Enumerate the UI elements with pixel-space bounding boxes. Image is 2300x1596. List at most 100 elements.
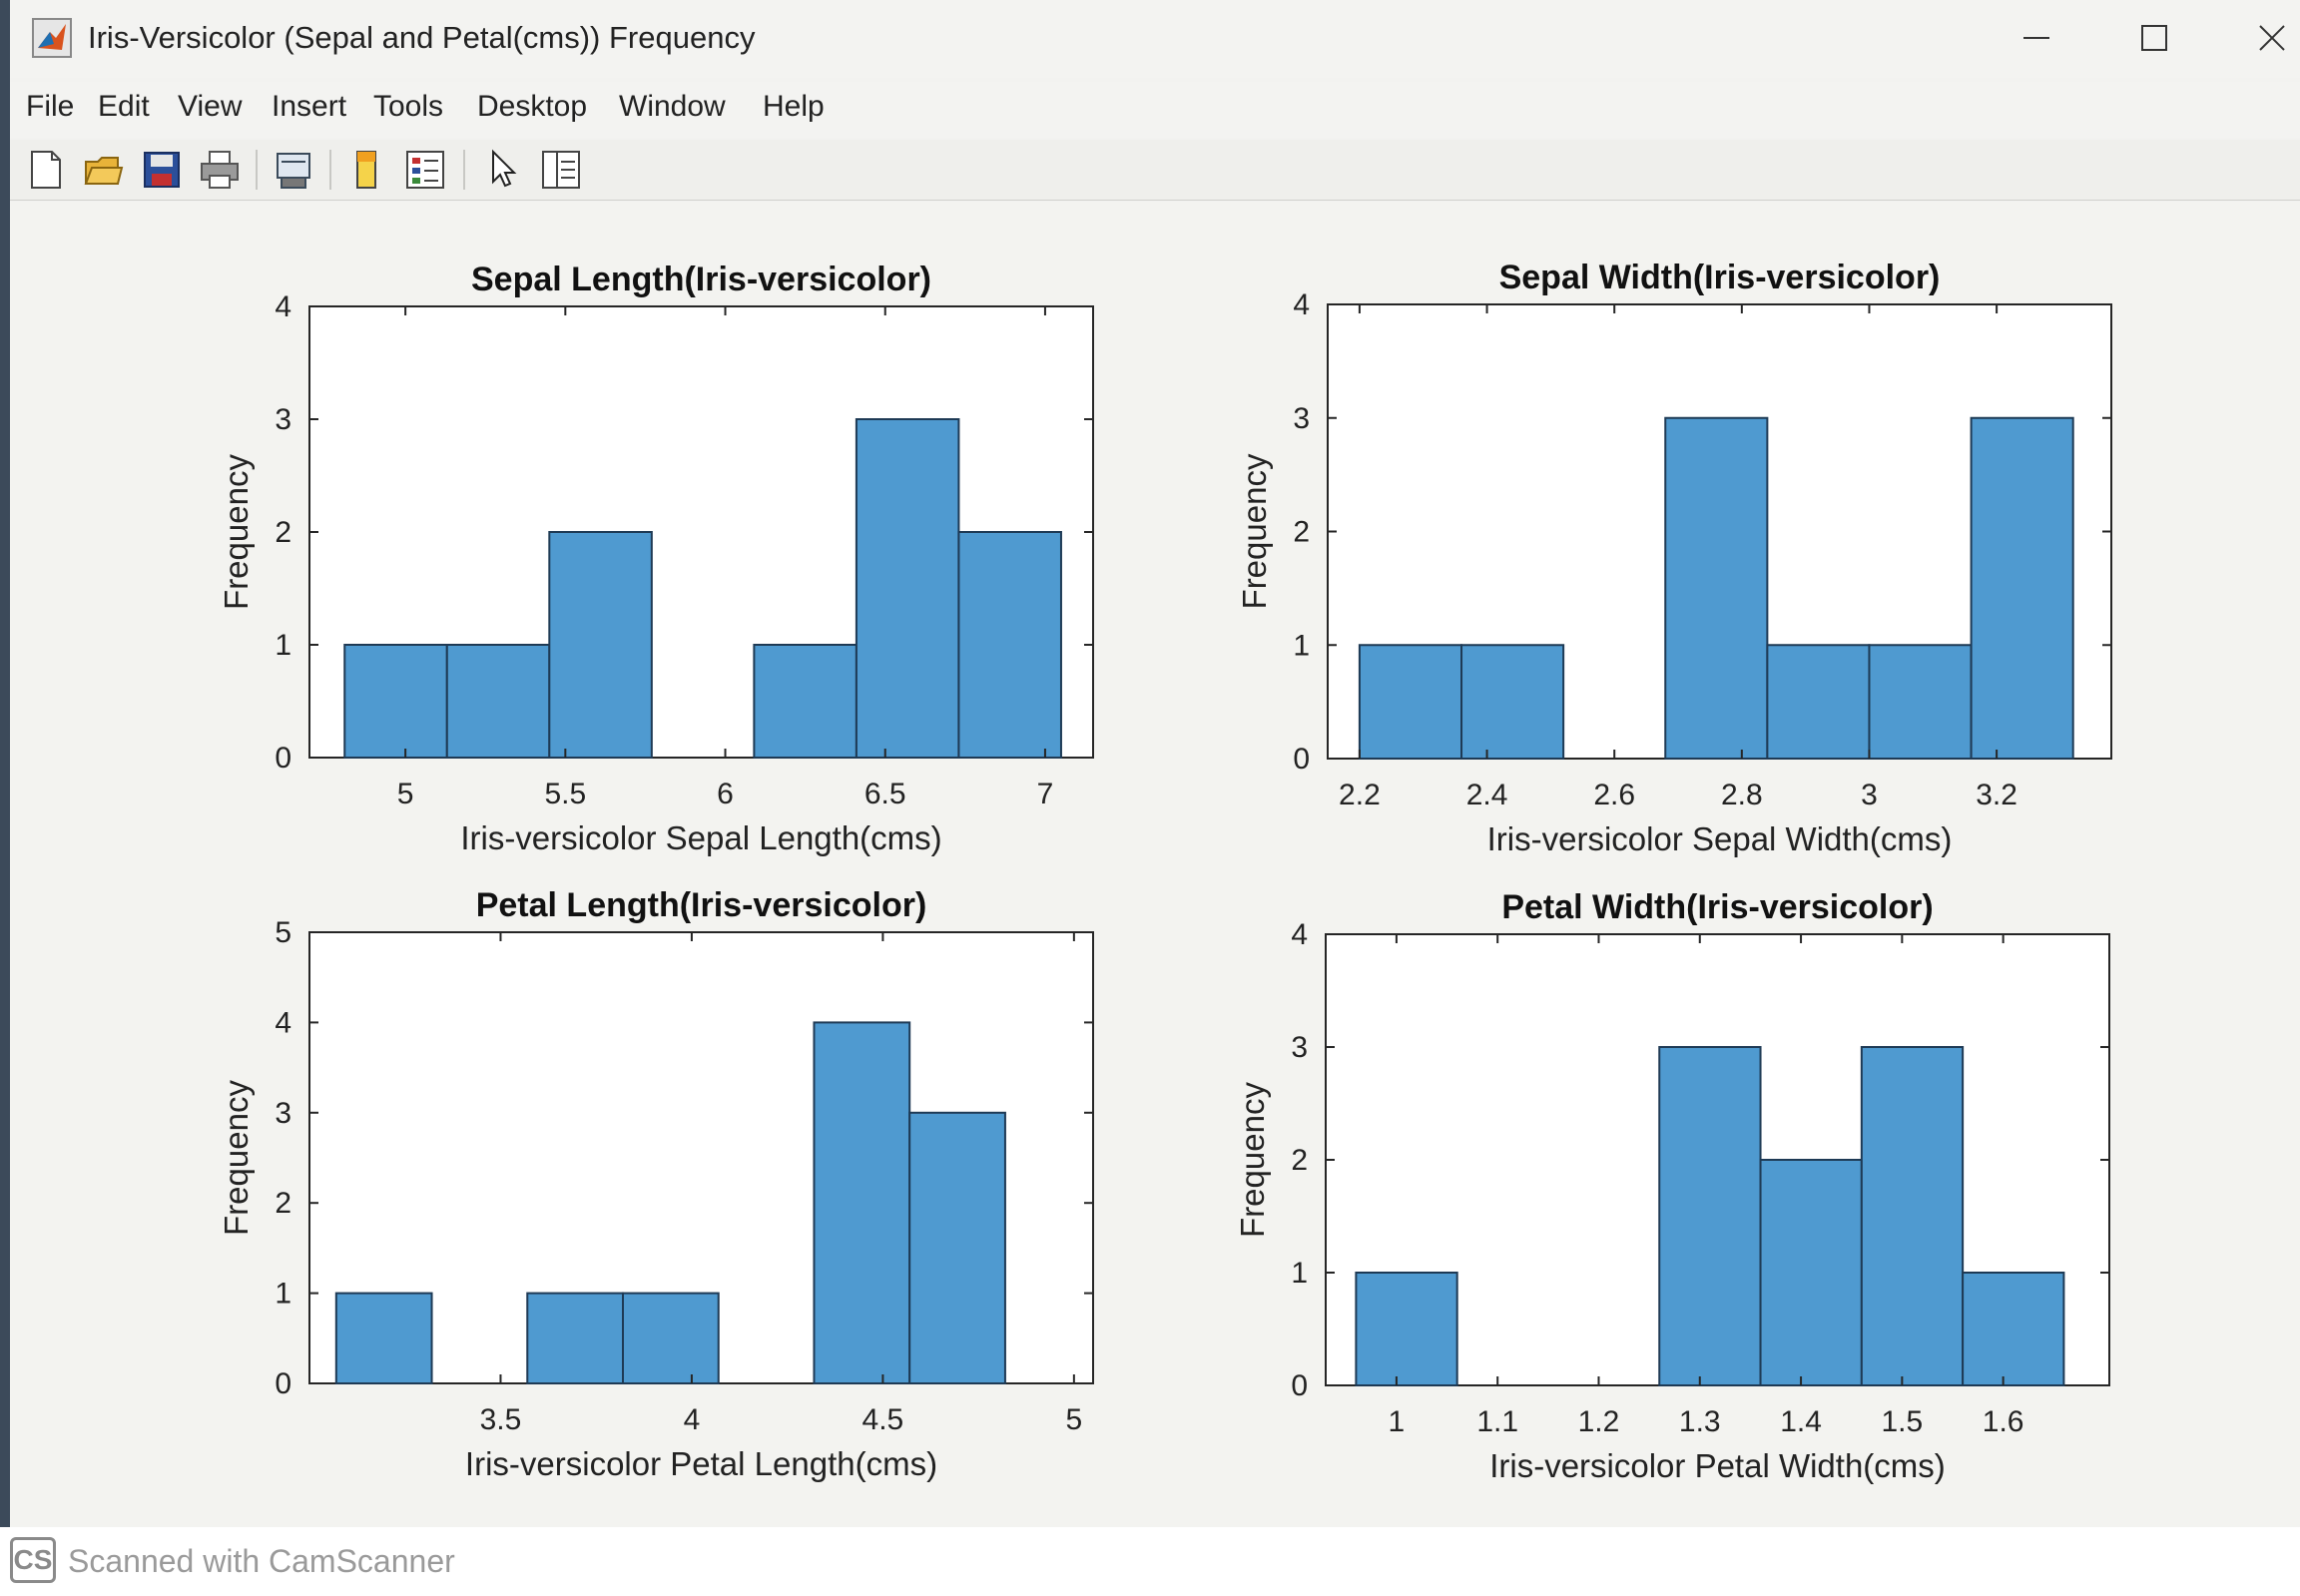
- x-axis-label: Iris-versicolor Sepal Length(cms): [460, 819, 941, 856]
- histogram-bar: [445, 644, 551, 759]
- x-tick-label: 3.5: [480, 1403, 522, 1436]
- colorbar-icon[interactable]: [345, 148, 389, 192]
- figure-canvas: 5 5.5 6 6.5 7 0 1 2 3 4 Sepal Length(Iris-versicol…: [10, 202, 2300, 1527]
- x-tick-label: 4: [684, 1403, 701, 1436]
- x-tick-label: 5.5: [544, 778, 586, 810]
- minimize-button[interactable]: [2007, 12, 2066, 64]
- y-tick-label: 3: [1291, 1031, 1308, 1064]
- y-tick-label: 4: [1293, 288, 1310, 321]
- menu-tools[interactable]: Tools: [373, 90, 444, 123]
- toolbar-separator: [463, 150, 465, 190]
- y-tick-label: 1: [275, 629, 291, 662]
- menu-desktop[interactable]: Desktop: [477, 90, 588, 123]
- print-preview-icon[interactable]: [272, 148, 315, 192]
- minimize-icon: [2023, 37, 2049, 39]
- histogram-bar: [1970, 416, 2074, 760]
- property-editor-icon[interactable]: [539, 148, 583, 192]
- x-tick-label: 1.6: [1983, 1405, 2024, 1438]
- x-tick-label: 1.4: [1780, 1405, 1822, 1438]
- x-tick-label: 6.5: [864, 778, 906, 810]
- scanner-footer: CS Scanned with CamScanner: [0, 1527, 2300, 1596]
- x-tick-label: 7: [1037, 778, 1054, 810]
- x-tick-label: 1.5: [1881, 1405, 1923, 1438]
- y-tick-label: 0: [1293, 743, 1310, 776]
- x-tick-label: 5: [1066, 1403, 1083, 1436]
- menu-edit[interactable]: Edit: [98, 90, 150, 123]
- histogram-bar: [1868, 644, 1973, 760]
- x-axis-label: Iris-versicolor Petal Width(cms): [1489, 1447, 1946, 1484]
- toolbar-separator: [329, 150, 331, 190]
- y-tick-label: 1: [1291, 1257, 1308, 1290]
- histogram-bar: [1658, 1046, 1762, 1386]
- histogram-bar: [1460, 644, 1565, 760]
- maximize-icon: [2141, 25, 2167, 51]
- histogram-bar: [1358, 644, 1463, 760]
- x-tick-label: 3: [1861, 779, 1878, 811]
- x-tick-label: 2.2: [1339, 779, 1381, 811]
- toolbar-separator: [256, 150, 258, 190]
- y-tick-label: 1: [275, 1278, 291, 1311]
- x-tick-label: 3.2: [1976, 779, 2017, 811]
- histogram-bar: [526, 1292, 625, 1384]
- menu-window[interactable]: Window: [619, 90, 726, 123]
- histogram-bar: [1664, 416, 1769, 760]
- histogram-bar: [548, 531, 653, 759]
- x-tick-label: 2.8: [1721, 779, 1763, 811]
- save-icon[interactable]: [140, 148, 184, 192]
- histogram-bar: [1860, 1046, 1965, 1386]
- menu-help[interactable]: Help: [763, 90, 825, 123]
- histogram-bar: [813, 1021, 911, 1385]
- y-tick-label: 4: [275, 290, 291, 323]
- pointer-icon[interactable]: [481, 148, 525, 192]
- x-tick-label: 1: [1389, 1405, 1406, 1438]
- maximize-button[interactable]: [2124, 12, 2184, 64]
- legend-icon[interactable]: [403, 148, 447, 192]
- histogram-bar: [622, 1292, 720, 1384]
- title-bar: Iris-Versicolor (Sepal and Petal(cms)) F…: [10, 0, 2300, 78]
- y-axis-label: Frequency: [1236, 453, 1273, 609]
- chart-title: Petal Width(Iris-versicolor): [1501, 888, 1933, 926]
- x-tick-label: 1.3: [1679, 1405, 1721, 1438]
- menu-bar: File Edit View Insert Tools Desktop Wind…: [10, 82, 2300, 138]
- chart-title: Petal Length(Iris-versicolor): [476, 886, 927, 924]
- histogram-grid: 5 5.5 6 6.5 7 0 1 2 3 4 Sepal Length(Iris-versicol…: [218, 259, 2112, 1484]
- y-axis-label: Frequency: [1234, 1082, 1271, 1238]
- y-tick-label: 2: [1291, 1144, 1308, 1177]
- menu-insert[interactable]: Insert: [272, 90, 347, 123]
- y-tick-label: 4: [1291, 918, 1308, 951]
- y-tick-label: 4: [275, 1006, 291, 1039]
- histogram-bar: [753, 644, 858, 759]
- histogram-bar: [1766, 644, 1871, 760]
- y-axis-label: Frequency: [218, 454, 255, 610]
- histogram-bar: [908, 1111, 1006, 1384]
- histogram-bar: [343, 644, 448, 759]
- camscanner-logo: CS: [10, 1537, 56, 1583]
- new-figure-icon[interactable]: [24, 148, 68, 192]
- y-tick-label: 3: [1293, 402, 1310, 435]
- toolbar: [10, 140, 2300, 201]
- x-tick-label: 2.6: [1593, 779, 1635, 811]
- menu-file[interactable]: File: [26, 90, 75, 123]
- y-tick-label: 0: [1291, 1369, 1308, 1402]
- x-tick-label: 4.5: [862, 1403, 904, 1436]
- matlab-icon[interactable]: [32, 18, 72, 58]
- x-tick-label: 2.4: [1466, 779, 1508, 811]
- histogram-bar: [1962, 1272, 2065, 1386]
- close-button[interactable]: [2242, 12, 2300, 64]
- chart-title: Sepal Width(Iris-versicolor): [1499, 259, 1941, 296]
- y-tick-label: 0: [275, 742, 291, 775]
- print-icon[interactable]: [198, 148, 242, 192]
- histogram-bar: [855, 418, 960, 759]
- figure-window: Iris-Versicolor (Sepal and Petal(cms)) F…: [0, 0, 2300, 1527]
- histogram-bar: [957, 531, 1062, 759]
- histogram-bar: [1759, 1159, 1863, 1386]
- y-tick-label: 1: [1293, 629, 1310, 662]
- window-title: Iris-Versicolor (Sepal and Petal(cms)) F…: [88, 20, 756, 55]
- chart-title: Sepal Length(Iris-versicolor): [471, 261, 931, 298]
- x-tick-label: 6: [717, 778, 734, 810]
- open-file-icon[interactable]: [82, 148, 126, 192]
- y-tick-label: 2: [275, 516, 291, 549]
- y-axis-label: Frequency: [218, 1080, 255, 1236]
- menu-view[interactable]: View: [178, 90, 243, 123]
- histogram-bar: [334, 1292, 433, 1384]
